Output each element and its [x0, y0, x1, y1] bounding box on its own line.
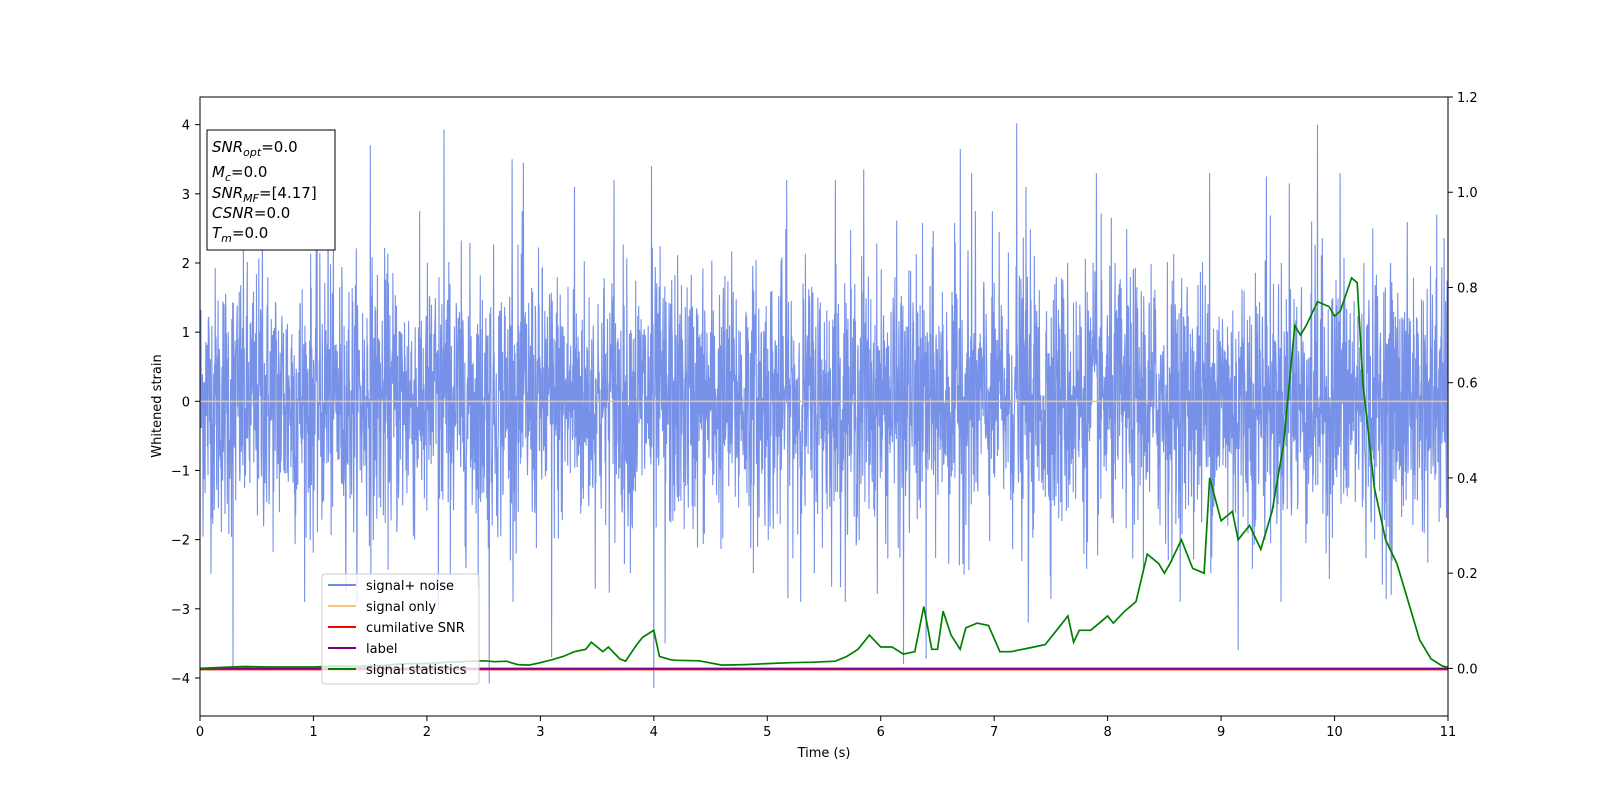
- x-tick-label: 9: [1217, 725, 1225, 740]
- x-axis: 0 1 2 3 4 5 6 7 8 9 10 11: [196, 716, 1456, 740]
- x-tick-label: 1: [309, 725, 317, 740]
- y-left-tick-label: 4: [182, 119, 190, 134]
- legend-item-cumulative-snr: cumilative SNR: [328, 621, 465, 636]
- x-tick-label: 11: [1440, 725, 1457, 740]
- x-tick-label: 8: [1103, 725, 1111, 740]
- x-tick-label: 10: [1326, 725, 1343, 740]
- y-left-tick-label: −1: [171, 464, 190, 479]
- info-snr-opt: SNRopt=0.0: [212, 138, 298, 159]
- y-right-tick-label: 0.0: [1457, 662, 1478, 677]
- y-axis-right: 0.0 0.2 0.4 0.6 0.8 1.0 1.2: [1448, 91, 1478, 677]
- y-left-tick-label: 2: [182, 257, 190, 272]
- y-left-tick-label: −4: [171, 672, 190, 687]
- x-tick-label: 4: [650, 725, 658, 740]
- x-tick-label: 7: [990, 725, 998, 740]
- legend-item-signal-noise: signal+ noise: [328, 579, 454, 594]
- x-tick-label: 5: [763, 725, 771, 740]
- y-axis-title: Whitened strain: [150, 354, 165, 457]
- series-signal-noise: [200, 123, 1448, 689]
- x-axis-title: Time (s): [797, 746, 851, 761]
- legend-label: signal only: [366, 600, 436, 615]
- y-right-tick-label: 1.0: [1457, 186, 1478, 201]
- legend-item-signal-only: signal only: [328, 600, 436, 615]
- x-tick-label: 2: [423, 725, 431, 740]
- info-box-frame: [206, 129, 336, 251]
- x-tick-label: 3: [536, 725, 544, 740]
- y-right-tick-label: 0.4: [1457, 472, 1478, 487]
- info-csnr: CSNR=0.0: [212, 204, 290, 222]
- y-right-tick-label: 1.2: [1457, 91, 1478, 106]
- info-mc: Mc=0.0: [212, 163, 267, 184]
- legend-item-signal-statistics: signal statistics: [328, 663, 467, 678]
- legend-item-label: label: [328, 642, 397, 657]
- y-left-tick-label: 3: [182, 188, 190, 203]
- y-left-tick-label: 1: [182, 326, 190, 341]
- legend: signal+ noise signal only cumilative SNR…: [321, 573, 480, 685]
- x-tick-label: 0: [196, 725, 204, 740]
- y-right-tick-label: 0.6: [1457, 377, 1478, 392]
- y-left-tick-label: −2: [171, 534, 190, 549]
- y-right-tick-label: 0.2: [1457, 567, 1478, 582]
- info-snr-mf: SNRMF=[4.17]: [212, 184, 317, 205]
- y-left-tick-label: 0: [182, 395, 190, 410]
- info-box: SNRopt=0.0 Mc=0.0 SNRMF=[4.17] CSNR=0.0 …: [206, 129, 336, 251]
- legend-label: signal statistics: [366, 663, 467, 678]
- y-axis-left: −4 −3 −2 −1 0 1 2 3 4: [171, 119, 200, 687]
- x-tick-label: 6: [877, 725, 885, 740]
- legend-label: signal+ noise: [366, 579, 454, 594]
- y-left-tick-label: −3: [171, 603, 190, 618]
- plot-frame: [199, 96, 1449, 717]
- legend-label: cumilative SNR: [366, 621, 465, 636]
- info-tm: Tm=0.0: [212, 224, 268, 245]
- series-signal-statistics: [200, 276, 1448, 670]
- legend-frame: [321, 573, 480, 685]
- legend-label: label: [366, 642, 397, 657]
- y-right-tick-label: 0.8: [1457, 281, 1478, 296]
